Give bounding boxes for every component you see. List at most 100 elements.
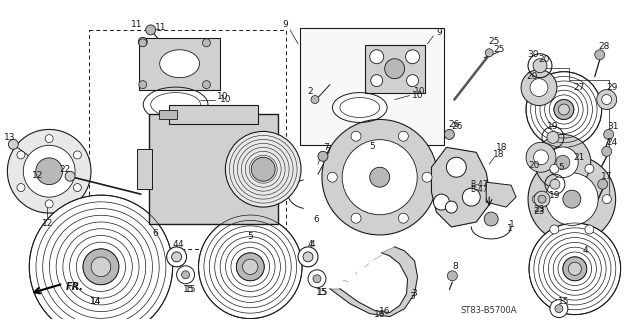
Circle shape [585,164,594,173]
Text: 13: 13 [4,133,15,142]
Text: 5: 5 [248,232,253,242]
Circle shape [446,157,466,177]
Text: 20: 20 [528,161,540,170]
Bar [89,30,286,249]
Text: 14: 14 [90,297,102,306]
Ellipse shape [159,50,199,78]
Text: 3: 3 [409,292,416,301]
Circle shape [602,146,612,156]
Circle shape [548,147,578,178]
Circle shape [406,50,419,64]
Text: 16: 16 [379,307,391,316]
Circle shape [311,96,319,104]
Circle shape [146,25,156,35]
Circle shape [199,215,302,319]
Circle shape [529,223,621,315]
Circle shape [550,225,559,234]
Text: 18: 18 [496,143,508,152]
Circle shape [318,151,328,161]
Circle shape [602,195,611,204]
Text: ST83-B5700A: ST83-B5700A [461,306,518,315]
Text: 4: 4 [308,240,313,249]
Text: 4: 4 [309,240,315,249]
Text: B-47: B-47 [471,180,488,189]
Text: 30: 30 [528,50,539,59]
Text: 16: 16 [374,310,386,319]
Circle shape [485,49,493,57]
Text: 17: 17 [601,172,612,181]
Circle shape [407,75,419,87]
Circle shape [17,184,25,192]
Circle shape [550,300,568,317]
Circle shape [351,213,361,223]
Text: 7: 7 [325,147,331,156]
Bar [139,38,221,90]
Circle shape [45,135,53,143]
Circle shape [534,150,549,165]
Text: 8: 8 [452,262,458,271]
Text: 14: 14 [90,297,102,306]
Circle shape [550,164,559,173]
Polygon shape [486,182,516,207]
Circle shape [526,142,556,172]
Text: 28: 28 [598,42,609,51]
Text: 9: 9 [436,28,442,37]
Circle shape [202,81,211,89]
Text: 10: 10 [219,95,231,104]
Text: 10: 10 [217,92,228,101]
Ellipse shape [151,92,201,116]
Text: 15: 15 [316,288,328,297]
Circle shape [308,270,326,288]
Circle shape [555,305,563,313]
Circle shape [597,90,617,109]
Text: 15: 15 [558,297,569,306]
Circle shape [83,249,119,285]
Text: B-47: B-47 [471,185,488,194]
Text: 15: 15 [318,288,329,297]
Circle shape [550,179,560,189]
Text: 18: 18 [493,150,505,159]
Text: 1: 1 [509,220,515,228]
Text: 11: 11 [155,23,166,32]
Circle shape [242,259,258,275]
Circle shape [446,201,458,213]
Circle shape [444,129,454,140]
Circle shape [521,70,557,106]
Circle shape [526,72,602,147]
Circle shape [554,100,574,119]
Text: 22: 22 [59,165,71,174]
Text: 2: 2 [308,87,313,96]
Circle shape [202,39,211,47]
Circle shape [73,184,81,192]
Circle shape [546,173,598,225]
Text: 19: 19 [547,122,559,131]
Circle shape [370,167,389,187]
Circle shape [91,257,111,277]
Circle shape [538,195,546,203]
Circle shape [602,95,612,105]
Circle shape [484,212,498,226]
Text: 5: 5 [558,163,564,172]
Text: 1: 1 [508,224,513,234]
Polygon shape [330,247,418,316]
Circle shape [434,194,449,210]
Circle shape [236,253,264,281]
Text: 15: 15 [185,285,196,294]
Circle shape [73,151,81,159]
Circle shape [563,257,587,281]
Circle shape [138,37,148,46]
Text: 20: 20 [526,72,538,81]
Circle shape [182,271,189,279]
Ellipse shape [340,98,380,117]
Circle shape [29,195,173,320]
Text: 7: 7 [323,143,329,152]
Text: 6: 6 [313,214,319,224]
Circle shape [17,151,25,159]
Circle shape [36,158,62,185]
Bar [169,105,258,124]
Bar [137,149,152,189]
Bar [149,115,278,224]
Text: 23: 23 [533,206,544,216]
Circle shape [533,59,547,73]
Text: 21: 21 [573,153,584,162]
